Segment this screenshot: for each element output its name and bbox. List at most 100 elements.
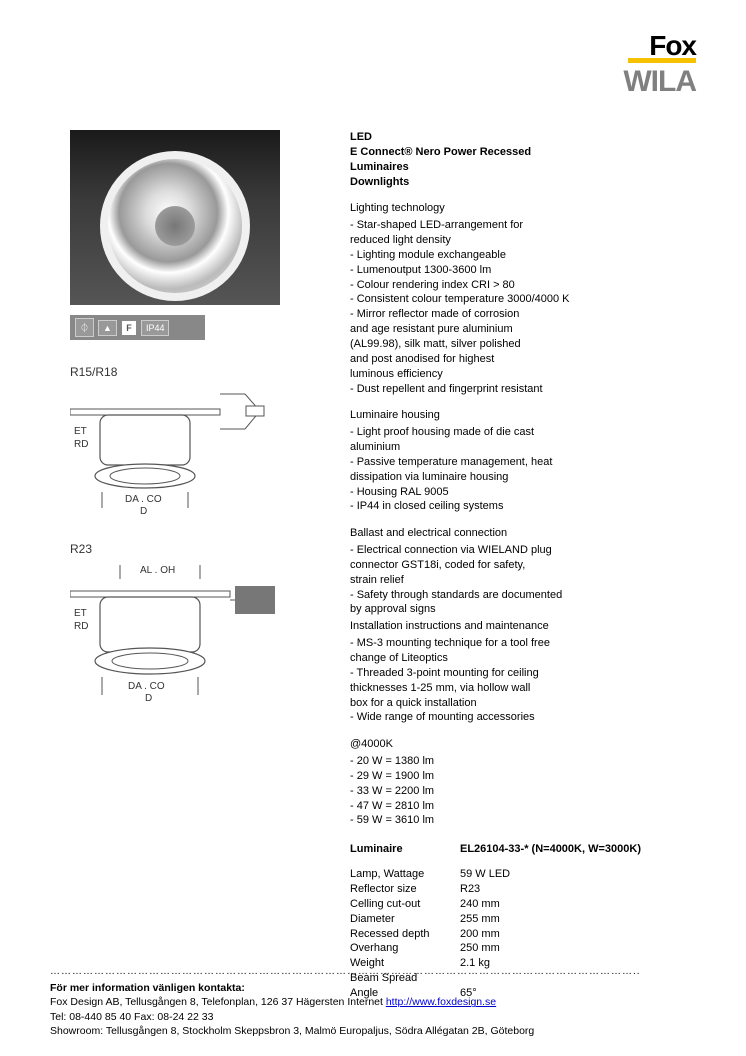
bullet-line: - Wide range of mounting accessories [350,710,696,725]
bullet-line: - Lumenoutput 1300-3600 lm [350,263,696,278]
diagram-r15-r18: R15/R18 ET RD DA . CO D [70,365,320,517]
bullet-line: - 33 W = 2200 lm [350,784,696,799]
section-4000k-title: @4000K [350,737,696,752]
spec-label: Celling cut-out [350,897,460,912]
heading-line4: Downlights [350,175,696,190]
svg-text:AL . OH: AL . OH [140,565,175,576]
bullet-line: - Threaded 3-point mounting for ceiling [350,666,696,681]
bullet-line: - MS-3 mounting technique for a tool fre… [350,636,696,651]
svg-text:D: D [145,693,152,701]
spec-value: R23 [460,882,480,897]
footer-phone: Tel: 08-440 85 40 Fax: 08-24 22 33 [50,1010,696,1024]
svg-text:RD: RD [74,439,88,450]
spec-row: Celling cut-out240 mm [350,897,696,912]
diagram-r23: R23 AL . OH ET RD DA . CO D [70,542,320,704]
svg-text:RD: RD [74,621,88,632]
product-photo [70,130,280,305]
svg-text:DA . CO: DA . CO [125,494,162,505]
bullet-line: - Dust repellent and fingerprint resista… [350,382,696,397]
bullet-line: - 59 W = 3610 lm [350,813,696,828]
spec-value: 250 mm [460,941,500,956]
spec-label: Reflector size [350,882,460,897]
triangle-icon: ▲ [98,320,117,336]
spec-value: 255 mm [460,912,500,927]
bullet-line: - Safety through standards are documente… [350,588,696,603]
bullet-line: - Passive temperature management, heat [350,455,696,470]
enec-icon: ⏀ [75,318,94,337]
bullet-line: and post anodised for highest [350,352,696,367]
bullet-line: - 29 W = 1900 lm [350,769,696,784]
bullet-line: change of Liteoptics [350,651,696,666]
spec-row: Diameter255 mm [350,912,696,927]
bullet-line: - 20 W = 1380 lm [350,754,696,769]
left-column: ⏀ ▲ F IP44 R15/R18 ET RD D [70,130,320,1001]
svg-text:D: D [140,506,147,514]
spec-value: 240 mm [460,897,500,912]
f-mark-icon: F [121,320,137,336]
bullet-line: - Mirror reflector made of corrosion [350,307,696,322]
spec-row: Overhang250 mm [350,941,696,956]
right-column: LED E Connect® Nero Power Recessed Lumin… [350,130,696,1001]
spec-row: Reflector sizeR23 [350,882,696,897]
heading-line2: E Connect® Nero Power Recessed [350,145,696,160]
spec-label: Diameter [350,912,460,927]
spec-label: Overhang [350,941,460,956]
footer: …………………………………………………………………………………………………………… [50,965,696,1038]
section-4000k: - 20 W = 1380 lm- 29 W = 1900 lm- 33 W =… [350,754,696,828]
spec-label: Recessed depth [350,927,460,942]
svg-text:ET: ET [74,608,87,619]
spec-header-label: Luminaire [350,842,460,857]
bullet-line: dissipation via luminaire housing [350,470,696,485]
footer-showroom: Showroom: Tellusgången 8, Stockholm Skep… [50,1024,696,1038]
logo-wila: WILA [623,65,696,99]
bullet-line: - Light proof housing made of die cast [350,425,696,440]
svg-text:DA . CO: DA . CO [128,681,165,692]
diagram1-label: R15/R18 [70,365,320,379]
bullet-line: strain relief [350,573,696,588]
bullet-line: - Star-shaped LED-arrangement for [350,218,696,233]
section-ballast: - Electrical connection via WIELAND plug… [350,543,696,617]
section-install-title: Installation instructions and maintenanc… [350,619,696,634]
ip44-badge: IP44 [141,320,170,336]
bullet-line: and age resistant pure aluminium [350,322,696,337]
bullet-line: - Housing RAL 9005 [350,485,696,500]
bullet-line: connector GST18i, coded for safety, [350,558,696,573]
section-lighting: - Star-shaped LED-arrangement for reduce… [350,218,696,396]
section-install: - MS-3 mounting technique for a tool fre… [350,636,696,725]
footer-contact-heading: För mer information vänligen kontakta: [50,982,245,994]
footer-separator: …………………………………………………………………………………………………………… [50,965,696,979]
section-housing: - Light proof housing made of die cast a… [350,425,696,514]
section-ballast-title: Ballast and electrical connection [350,526,696,541]
bullet-line: - Electrical connection via WIELAND plug [350,543,696,558]
bullet-line: reduced light density [350,233,696,248]
reflector-center [155,206,195,246]
section-lighting-title: Lighting technology [350,201,696,216]
tech-drawing-1: ET RD DA . CO D [70,384,280,514]
svg-text:ET: ET [74,426,87,437]
bullet-line: - IP44 in closed ceiling systems [350,499,696,514]
bullet-line: luminous efficiency [350,367,696,382]
bullet-line: aluminium [350,440,696,455]
bullet-line: (AL99.98), silk matt, silver polished [350,337,696,352]
spec-label: Lamp, Wattage [350,867,460,882]
spec-header-value: EL26104-33-* (N=4000K, W=3000K) [460,842,641,857]
bullet-line: - 47 W = 2810 lm [350,799,696,814]
tech-drawing-2: AL . OH ET RD DA . CO D [70,561,300,701]
heading-line3: Luminaires [350,160,696,175]
bullet-line: thicknesses 1-25 mm, via hollow wall [350,681,696,696]
heading-line1: LED [350,130,696,145]
footer-link[interactable]: http://www.foxdesign.se [386,996,496,1008]
spec-row: Lamp, Wattage59 W LED [350,867,696,882]
bullet-line: box for a quick installation [350,696,696,711]
bullet-line: - Colour rendering index CRI > 80 [350,278,696,293]
diagram2-label: R23 [70,542,320,556]
brand-logo: Fox WILA [623,30,696,99]
bullet-line: - Lighting module exchangeable [350,248,696,263]
footer-address: Fox Design AB, Tellusgången 8, Telefonpl… [50,996,386,1008]
bullet-line: - Consistent colour temperature 3000/400… [350,292,696,307]
reflector-ring [100,151,250,301]
bullet-line: by approval signs [350,602,696,617]
section-housing-title: Luminaire housing [350,408,696,423]
spec-row: Recessed depth200 mm [350,927,696,942]
spec-value: 59 W LED [460,867,510,882]
